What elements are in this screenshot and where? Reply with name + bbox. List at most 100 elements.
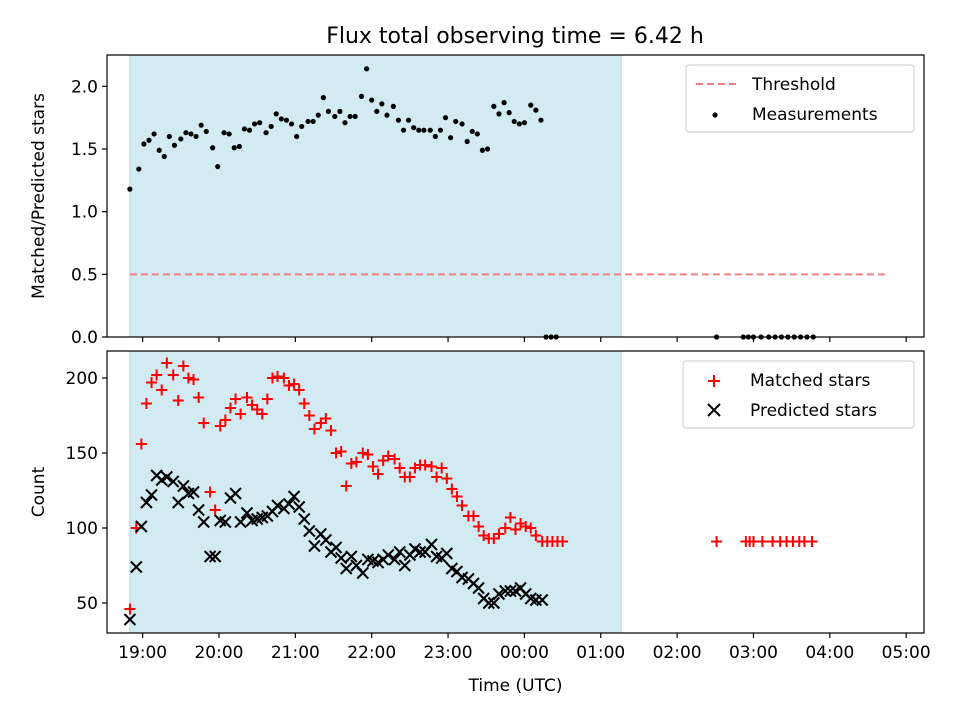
matched-point: [456, 500, 468, 511]
measurement-point: [241, 126, 248, 132]
measurement-point: [437, 127, 444, 133]
predicted-point: [340, 562, 353, 575]
matched-point: [451, 491, 463, 502]
predicted-point: [413, 545, 427, 559]
matched-point: [525, 522, 537, 534]
matched-point: [156, 384, 168, 396]
matched-point: [193, 392, 205, 403]
measurement-point: [352, 113, 358, 120]
predicted-point: [123, 613, 137, 626]
predicted-point: [287, 490, 301, 503]
predicted-point: [229, 487, 242, 500]
measurement-point: [210, 145, 216, 151]
predicted-point: [130, 560, 143, 574]
matched-point: [209, 504, 221, 516]
measurement-point: [406, 117, 412, 123]
y-tick-label: 100: [66, 519, 98, 539]
legend-measurement-label: Measurements: [752, 105, 878, 125]
matched-point: [473, 521, 485, 532]
measurement-point: [156, 147, 162, 153]
measurement-point: [432, 133, 438, 140]
predicted-point: [282, 497, 296, 511]
legend-box: [685, 64, 915, 133]
measurement-point: [294, 133, 300, 140]
matched-point: [335, 446, 347, 457]
predicted-point: [187, 485, 200, 499]
x-tick-label: 03:00: [729, 643, 778, 663]
x-tick-label: 22:00: [347, 643, 396, 663]
predicted-point: [487, 596, 501, 610]
matched-point: [756, 536, 768, 547]
measurement-point: [151, 131, 157, 137]
matched-point: [419, 459, 431, 471]
matched-point: [389, 453, 401, 465]
legend: Matched stars Predicted stars: [682, 360, 915, 429]
matched-point: [350, 456, 362, 468]
measurement-point: [320, 95, 326, 101]
measurement-point: [278, 116, 284, 122]
measurement-point: [479, 147, 486, 153]
legend: Threshold Measurements: [685, 64, 915, 133]
measurement-point: [299, 123, 305, 130]
x-tick-label: 01:00: [576, 643, 625, 663]
predicted-point: [345, 550, 358, 563]
predicted-point: [208, 550, 222, 563]
predicted-point: [166, 475, 180, 488]
matched-point: [320, 413, 332, 424]
matched-point: [345, 458, 357, 469]
measurement-point: [337, 108, 343, 114]
matched-point: [325, 425, 337, 436]
predicted-point: [499, 584, 512, 598]
x-tick-label: 05:00: [882, 643, 931, 663]
measurement-point: [146, 137, 152, 143]
measurement-point: [416, 127, 422, 133]
axes-frame: [106, 54, 925, 338]
measurement-point: [521, 120, 528, 126]
matched-point: [256, 408, 268, 420]
measurement-point: [268, 123, 274, 130]
predicted-point: [425, 538, 438, 551]
y-tick-label: 1.5: [71, 140, 98, 160]
measurement-point: [395, 117, 402, 123]
measurement-point: [246, 127, 253, 133]
measurement-point: [496, 111, 502, 117]
predicted-point: [334, 551, 348, 565]
predicted-point: [292, 500, 306, 514]
measurement-point: [221, 130, 227, 136]
measurement-point: [288, 121, 295, 127]
measurement-point: [347, 113, 353, 120]
measurement-point: [161, 153, 167, 160]
measurement-point: [188, 131, 194, 137]
matched-point: [288, 378, 300, 390]
measurement-point: [533, 107, 539, 113]
x-tick-label: 04:00: [805, 643, 854, 663]
predicted-point: [192, 503, 205, 517]
matched-point: [182, 372, 194, 384]
series-measurements: [127, 66, 816, 340]
matched-point: [520, 521, 532, 532]
measurement-point: [528, 102, 534, 108]
measurement-point: [236, 143, 242, 150]
predicted-point: [271, 499, 284, 512]
predicted-point: [482, 596, 495, 610]
measurement-point: [136, 166, 142, 172]
legend-threshold-label: Threshold: [751, 75, 836, 95]
matched-point: [394, 462, 406, 474]
matched-point: [261, 393, 273, 405]
matched-point: [806, 536, 818, 547]
measurement-point: [315, 112, 321, 118]
y-tick-label: 150: [66, 444, 98, 464]
matched-point: [303, 410, 315, 421]
measurement-point: [400, 127, 407, 133]
predicted-point: [472, 581, 485, 595]
observing-span: [129, 55, 622, 337]
matched-point: [426, 461, 438, 472]
matched-point: [188, 374, 200, 385]
matched-point: [504, 512, 516, 523]
measurement-point: [332, 113, 338, 120]
x-tick-label: 21:00: [271, 643, 320, 663]
legend-box: [682, 360, 915, 429]
measurement-point: [263, 130, 269, 136]
predicted-point: [298, 512, 311, 526]
y-axis-label: Count: [29, 466, 49, 517]
